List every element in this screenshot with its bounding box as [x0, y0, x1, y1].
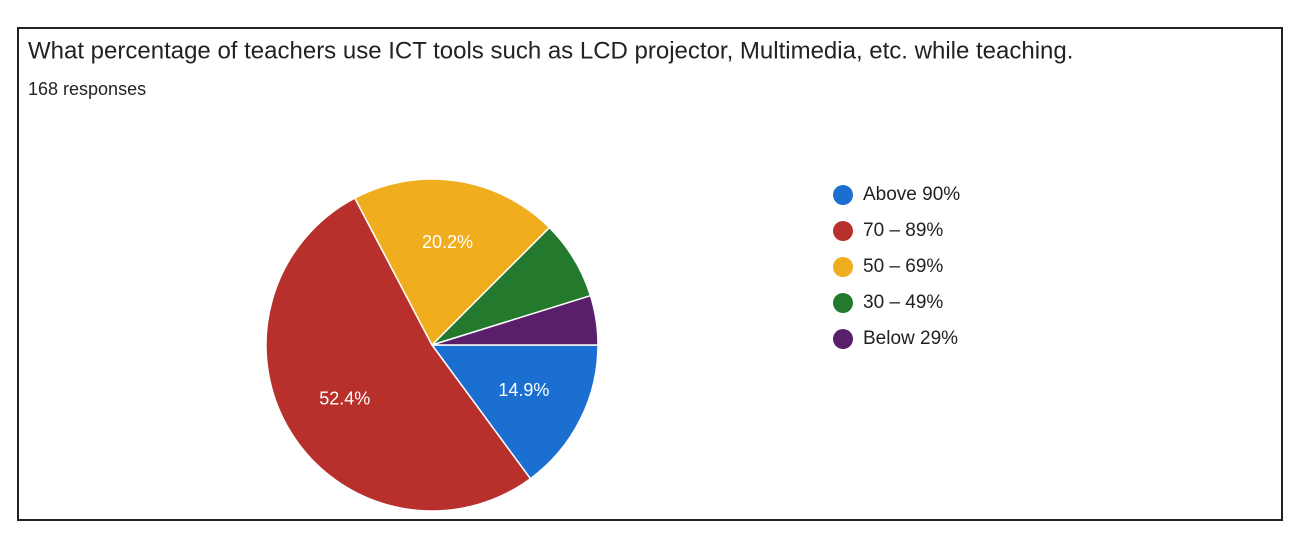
legend-label: Below 29%: [863, 328, 958, 349]
pie-slice: [265, 197, 532, 512]
legend-swatch: [833, 329, 853, 349]
card-border: [17, 27, 1283, 521]
data-label: 20.2%: [422, 232, 473, 252]
pie-slice: [430, 344, 599, 480]
chart-subtitle: 168 responses: [28, 79, 146, 99]
legend-label: Above 90%: [863, 184, 960, 205]
data-label: 52.4%: [319, 388, 370, 408]
legend-swatch: [833, 185, 853, 205]
chart-title: What percentage of teachers use ICT tool…: [28, 37, 1073, 64]
legend-swatch: [833, 257, 853, 277]
pie-slice: [431, 294, 599, 346]
legend-swatch: [833, 221, 853, 241]
legend-label: 30 – 49%: [863, 292, 943, 313]
data-label: 14.9%: [498, 380, 549, 400]
legend-swatch: [833, 293, 853, 313]
legend-label: 70 – 89%: [863, 220, 943, 241]
pie-slice: [353, 178, 551, 347]
legend-label: 50 – 69%: [863, 256, 943, 277]
